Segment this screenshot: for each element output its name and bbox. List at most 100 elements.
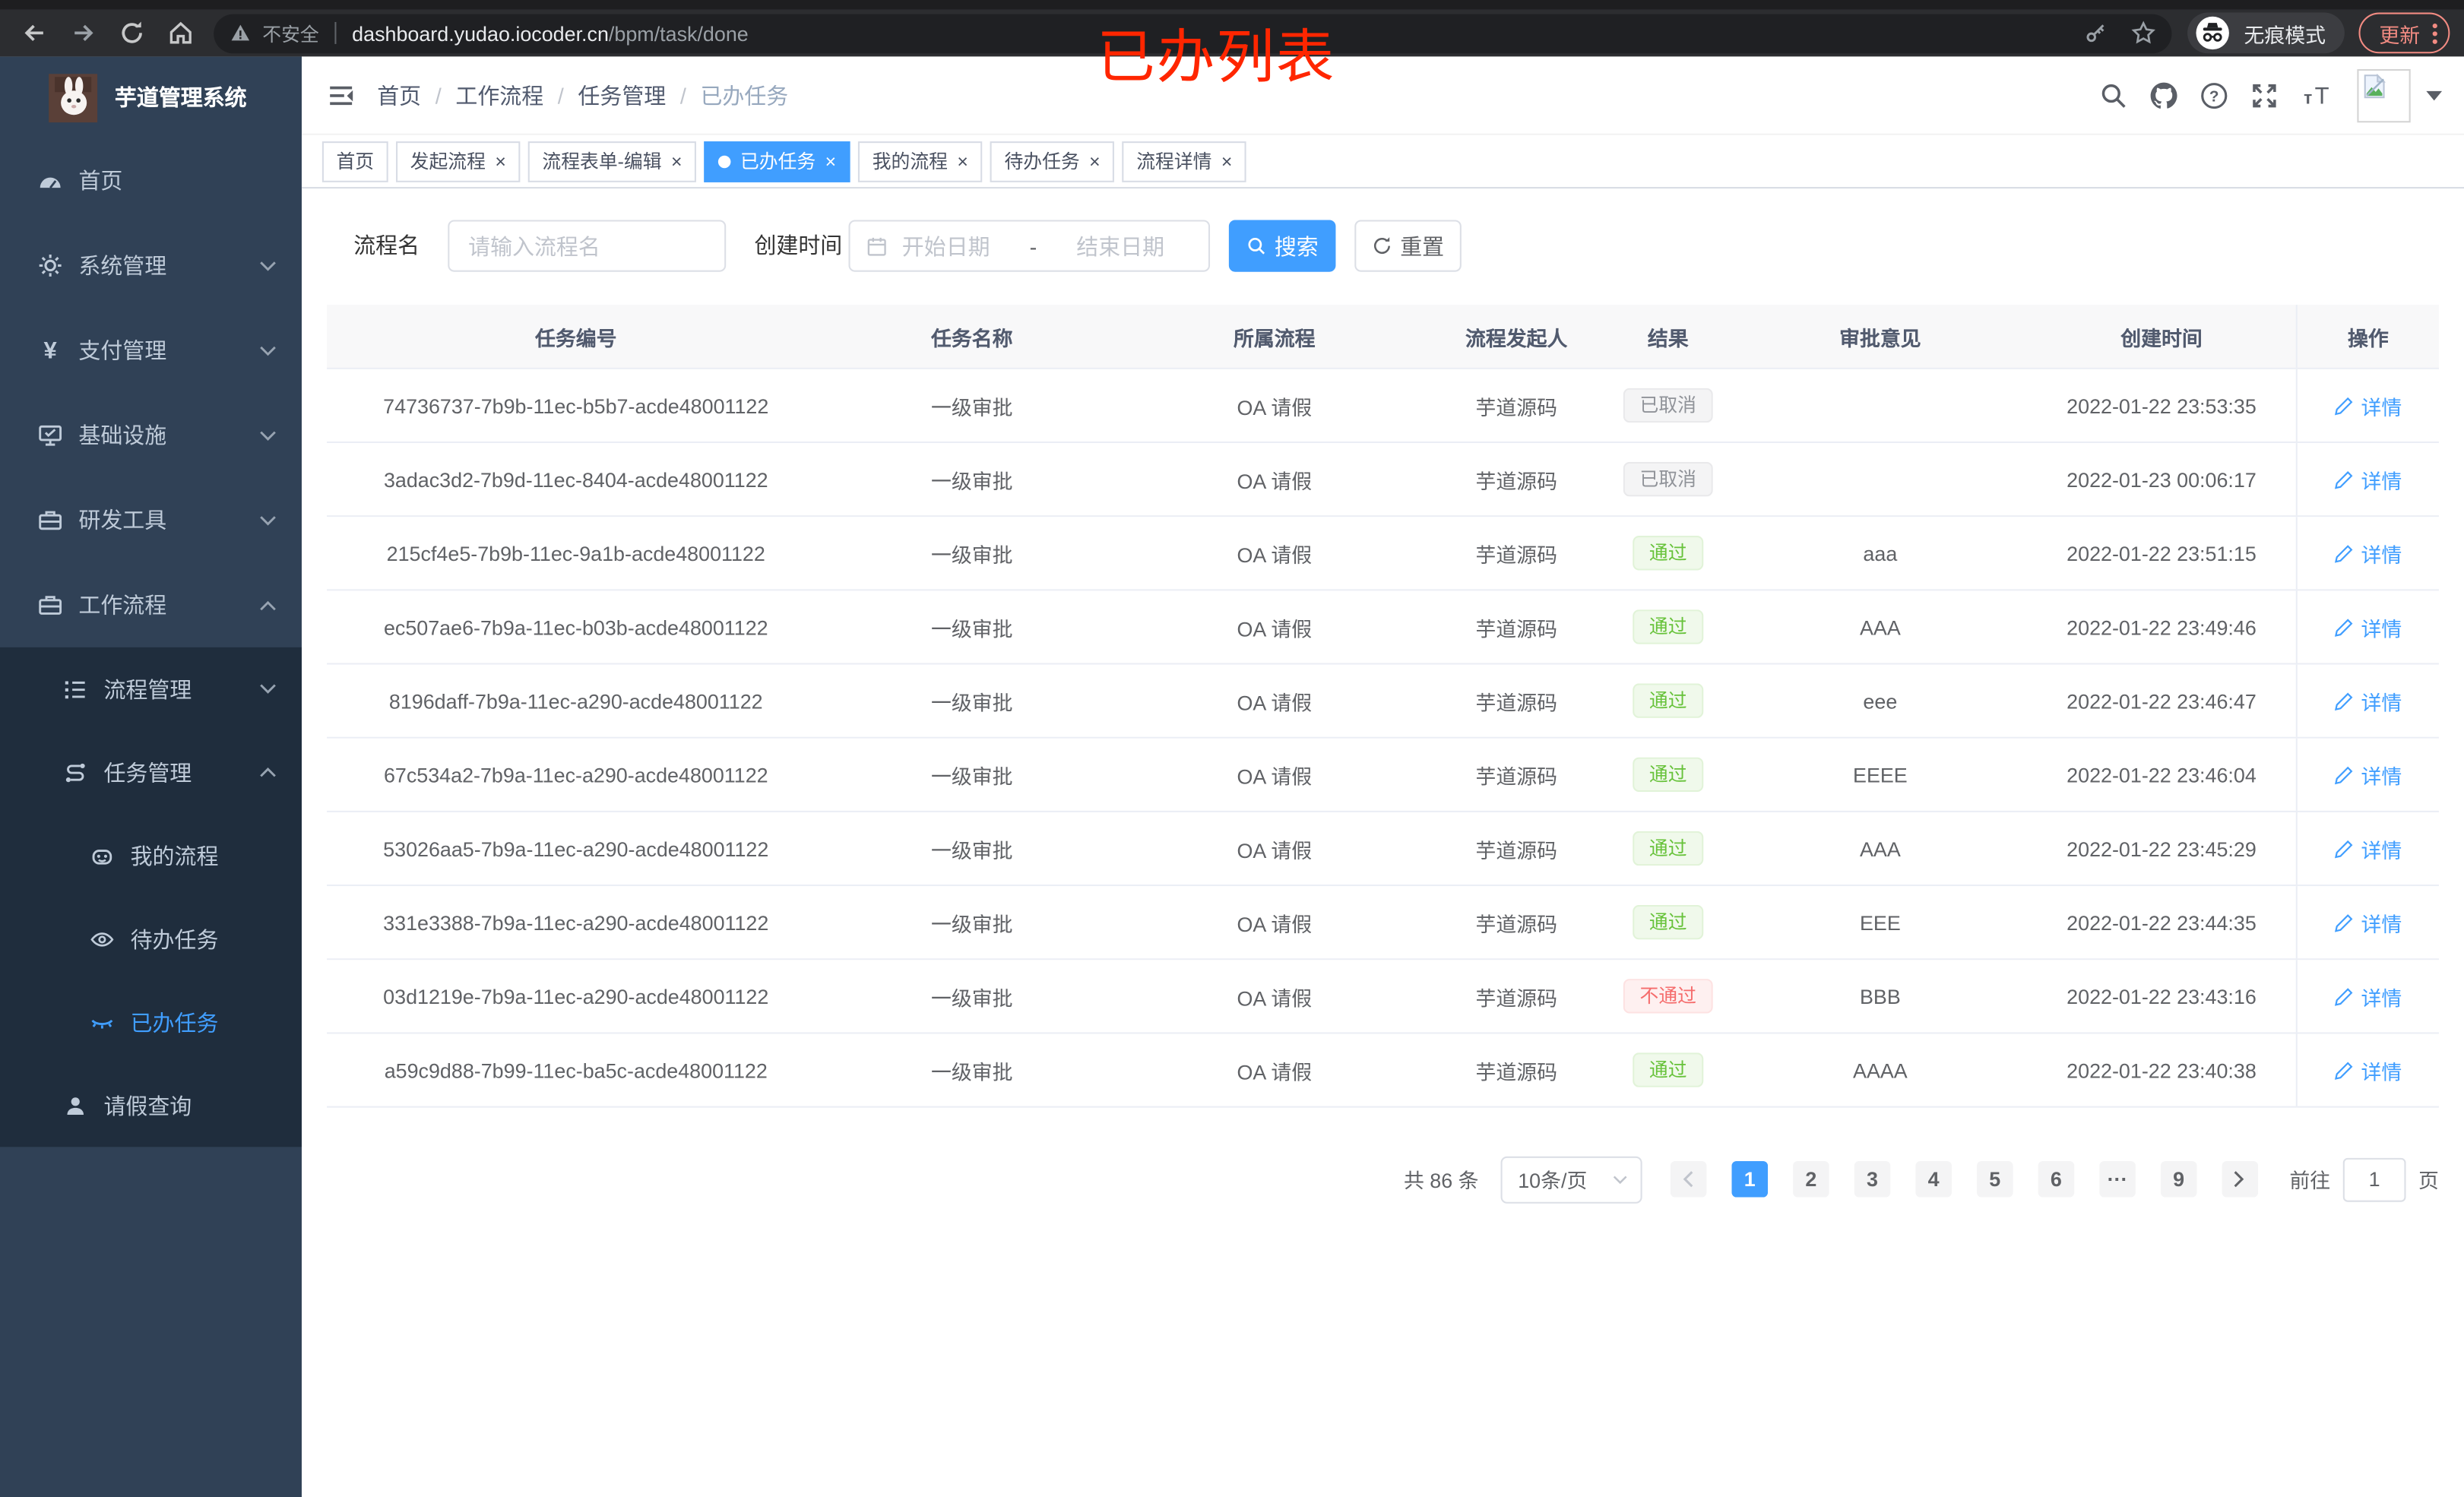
github-icon[interactable] (2149, 82, 2177, 110)
tab-close-icon[interactable]: × (1221, 150, 1233, 172)
tab-start-process[interactable]: 发起流程 × (396, 141, 521, 182)
detail-label: 详情 (2361, 986, 2402, 1010)
sidebar-item-process-mgmt[interactable]: 流程管理 (0, 647, 302, 731)
tab-close-icon[interactable]: × (495, 150, 506, 172)
page-button-1[interactable]: 1 (1731, 1160, 1768, 1198)
detail-link[interactable]: 详情 (2334, 464, 2402, 494)
prev-page-button[interactable] (1670, 1160, 1707, 1198)
incognito-badge: 无痕模式 (2187, 12, 2345, 54)
breadcrumb-workflow[interactable]: 工作流程 (455, 83, 544, 109)
tab-label: 待办任务 (1004, 150, 1080, 173)
tab-close-icon[interactable]: × (1089, 150, 1101, 172)
detail-link[interactable]: 详情 (2334, 981, 2402, 1011)
detail-link[interactable]: 详情 (2334, 834, 2402, 863)
search-button[interactable]: 搜索 (1228, 220, 1336, 272)
detail-link[interactable]: 详情 (2334, 907, 2402, 937)
result-tag: 已取消 (1623, 461, 1712, 497)
cell-comment: AAA (1859, 836, 1901, 861)
tab-process-detail[interactable]: 流程详情 × (1122, 141, 1246, 182)
cell-starter: 芋道源码 (1475, 469, 1557, 493)
cell-process: OA 请假 (1237, 616, 1313, 641)
calendar-icon (867, 236, 886, 255)
forward-icon[interactable] (69, 19, 97, 47)
cell-task-name: 一级审批 (931, 395, 1013, 419)
sidebar-item-todo-tasks[interactable]: 待办任务 (0, 897, 302, 981)
result-tag: 通过 (1633, 831, 1703, 866)
page-button-6[interactable]: 6 (2038, 1160, 2075, 1198)
reload-icon[interactable] (118, 19, 146, 47)
password-key-icon[interactable] (2084, 21, 2109, 46)
detail-link[interactable]: 详情 (2334, 538, 2402, 568)
svg-text:?: ? (2209, 88, 2219, 106)
sidebar-item-payment[interactable]: ¥ 支付管理 (0, 308, 302, 393)
cell-created: 2022-01-22 23:45:29 (2067, 836, 2257, 861)
home-icon[interactable] (166, 19, 195, 47)
date-range-picker[interactable]: 开始日期 - 结束日期 (848, 220, 1211, 272)
back-icon[interactable] (21, 19, 49, 47)
sidebar-item-infra[interactable]: 基础设施 (0, 393, 302, 478)
tab-form-edit[interactable]: 流程表单-编辑 × (527, 141, 697, 182)
search-icon[interactable] (2099, 82, 2127, 110)
help-icon[interactable]: ? (2200, 82, 2228, 110)
col-created: 创建时间 (2120, 326, 2203, 350)
sidebar-item-my-process[interactable]: 我的流程 (0, 814, 302, 897)
update-button[interactable]: 更新 (2358, 12, 2450, 54)
next-page-button[interactable] (2222, 1160, 2259, 1198)
chevron-down-icon (260, 684, 276, 694)
page-button-3[interactable]: 3 (1854, 1160, 1891, 1198)
page-more-button[interactable]: ··· (2099, 1160, 2136, 1198)
cell-task-id: 53026aa5-7b9a-11ec-a290-acde48001122 (383, 836, 769, 861)
goto-page-input[interactable]: 1 (2342, 1157, 2406, 1201)
tab-close-icon[interactable]: × (825, 150, 837, 172)
sidebar-item-devtools[interactable]: 研发工具 (0, 478, 302, 563)
sidebar-item-home[interactable]: 首页 (0, 138, 302, 223)
browser-menu-icon[interactable] (2432, 20, 2437, 46)
process-name-input[interactable]: 请输入流程名 (448, 220, 727, 272)
bookmark-star-icon[interactable] (2131, 21, 2156, 46)
sidebar-item-system[interactable]: 系统管理 (0, 223, 302, 309)
sidebar-item-label: 首页 (78, 168, 123, 194)
col-task-id: 任务编号 (534, 326, 617, 350)
tab-todo-tasks[interactable]: 待办任务 × (990, 141, 1115, 182)
url-bar[interactable]: 不安全 dashboard.yudao.iocoder.cn/bpm/task/… (214, 13, 2172, 53)
page-size-select[interactable]: 10条/页 (1500, 1155, 1642, 1203)
breadcrumb: 首页 / 工作流程 / 任务管理 / 已办任务 (377, 56, 788, 135)
tab-my-process[interactable]: 我的流程 × (858, 141, 983, 182)
sidebar-item-task-mgmt[interactable]: 任务管理 (0, 730, 302, 814)
breadcrumb-separator: / (679, 83, 686, 109)
avatar[interactable] (2357, 68, 2411, 123)
cell-process: OA 请假 (1237, 469, 1313, 493)
detail-link[interactable]: 详情 (2334, 1055, 2402, 1084)
breadcrumb-separator: / (557, 83, 564, 109)
browser-chrome: 不安全 dashboard.yudao.iocoder.cn/bpm/task/… (0, 0, 2464, 57)
sidebar-item-done-tasks[interactable]: 已办任务 (0, 980, 302, 1064)
logo-image (49, 73, 98, 122)
reset-button[interactable]: 重置 (1354, 220, 1462, 272)
fullscreen-icon[interactable] (2250, 82, 2279, 110)
sidebar-item-workflow[interactable]: 工作流程 (0, 562, 302, 647)
table-row: ec507ae6-7b9a-11ec-b03b-acde48001122 一级审… (327, 590, 2439, 665)
breadcrumb-home[interactable]: 首页 (377, 83, 422, 109)
detail-link[interactable]: 详情 (2334, 612, 2402, 641)
page-button-2[interactable]: 2 (1793, 1160, 1829, 1198)
avatar-caret-icon[interactable] (2426, 90, 2443, 101)
sidebar-collapse-icon[interactable] (327, 82, 355, 110)
col-actions: 操作 (2295, 305, 2439, 368)
tab-home[interactable]: 首页 (321, 141, 388, 182)
detail-link[interactable]: 详情 (2334, 391, 2402, 420)
cell-starter: 芋道源码 (1475, 395, 1557, 419)
sidebar-item-leave-query[interactable]: 请假查询 (0, 1064, 302, 1147)
page-button-4[interactable]: 4 (1915, 1160, 1952, 1198)
page-button-5[interactable]: 5 (1976, 1160, 2013, 1198)
tab-done-tasks[interactable]: 已办任务 × (704, 141, 850, 182)
sidebar-logo[interactable]: 芋道管理系统 (0, 56, 302, 138)
detail-link[interactable]: 详情 (2334, 686, 2402, 716)
sidebar-item-label: 支付管理 (78, 337, 167, 363)
tab-close-icon[interactable]: × (957, 150, 968, 172)
detail-link[interactable]: 详情 (2334, 760, 2402, 790)
breadcrumb-task-mgmt[interactable]: 任务管理 (578, 83, 667, 109)
page-button-9[interactable]: 9 (2160, 1160, 2197, 1198)
workflow-icon (39, 596, 62, 615)
tab-close-icon[interactable]: × (670, 150, 683, 172)
